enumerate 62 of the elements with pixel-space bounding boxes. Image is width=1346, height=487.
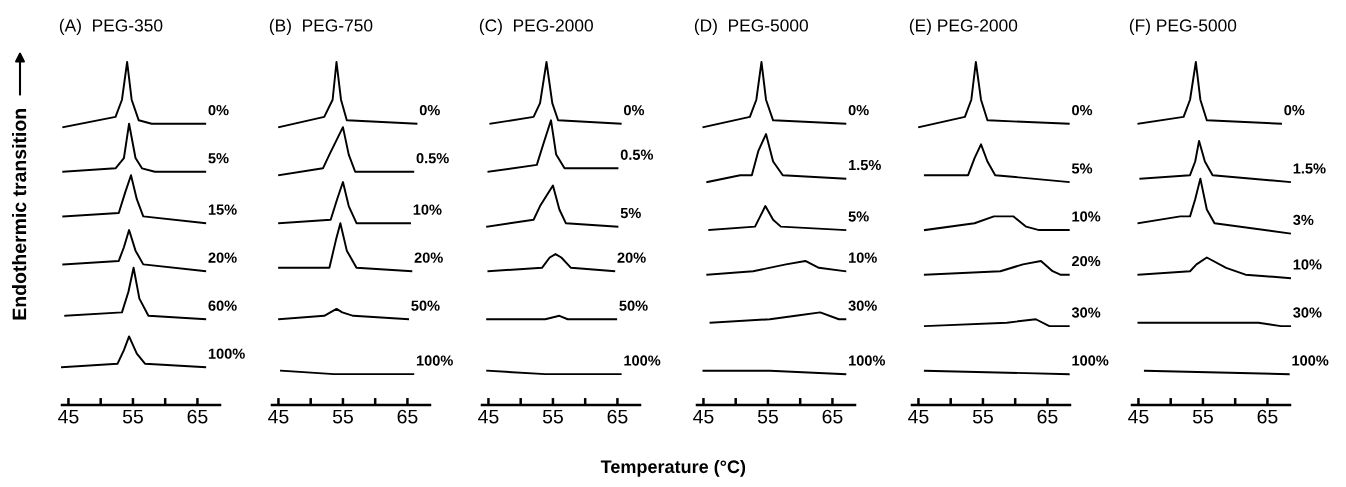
series-label: 1.5% [849, 159, 881, 171]
series-label: 60% [208, 300, 237, 311]
series-label: 5% [848, 211, 869, 222]
x-tick-label: 65 [1257, 409, 1278, 424]
chart-title: (F) PEG-5000 [1129, 18, 1237, 36]
x-tick-label: 65 [397, 409, 418, 424]
x-tick-label: 65 [1037, 409, 1058, 424]
series-label: 0% [208, 104, 229, 116]
series-label: 0% [848, 104, 869, 116]
x-tick-label: 55 [542, 409, 563, 424]
series-label: 30% [848, 300, 877, 311]
series-label: 10% [413, 204, 442, 215]
series-label: 20% [617, 252, 646, 263]
chart-title: (D) PEG-5000 [694, 18, 808, 36]
series-label: 15% [208, 204, 237, 215]
x-tick-label: 55 [1192, 409, 1213, 424]
x-tick-label: 45 [58, 409, 79, 424]
y-axis-title: Endothermic transition [12, 109, 27, 320]
x-tick-label: 65 [822, 409, 843, 424]
chart-title: (C) PEG-2000 [479, 18, 593, 36]
series-label: 5% [620, 207, 641, 219]
series-label: 10% [1293, 259, 1322, 270]
series-label: 3% [1293, 214, 1314, 226]
series-label: 1.5% [1293, 163, 1326, 174]
x-tick-label: 55 [757, 409, 778, 424]
series-label: 100% [1072, 355, 1109, 366]
series-label: 100% [1292, 355, 1329, 366]
chart-title: (B) PEG-750 [269, 18, 373, 36]
x-tick-label: 45 [268, 409, 289, 424]
x-tick-label: 55 [332, 409, 353, 424]
series-label: 0% [624, 104, 645, 116]
x-tick-label: 55 [972, 409, 993, 424]
series-label: 50% [619, 300, 648, 311]
x-tick-label: 45 [478, 409, 499, 424]
series-label: 0.5% [620, 149, 654, 160]
x-tick-label: 65 [187, 409, 208, 424]
series-label: 5% [1071, 163, 1093, 174]
chart-title: (A) PEG-350 [59, 18, 163, 36]
series-label: 100% [624, 355, 661, 366]
x-tick-label: 65 [607, 409, 628, 424]
x-tick-label: 45 [908, 409, 929, 424]
series-label: 100% [849, 355, 886, 366]
series-label: 100% [416, 355, 453, 366]
x-axis-title: Temperature (°C) [600, 459, 746, 477]
series-label: 10% [1072, 211, 1101, 222]
series-label: 20% [1071, 255, 1101, 267]
chart-title: (E) PEG-2000 [909, 18, 1018, 36]
x-tick-label: 55 [122, 409, 143, 424]
x-tick-label: 45 [693, 409, 714, 424]
series-label: 100% [208, 348, 245, 359]
series-label: 20% [414, 252, 443, 263]
series-label: 50% [411, 300, 440, 311]
x-tick-label: 45 [1128, 409, 1149, 424]
series-label: 10% [849, 252, 877, 263]
series-label: 0% [419, 104, 440, 116]
series-label: 0% [1072, 104, 1093, 116]
series-label: 30% [1071, 307, 1101, 318]
series-label: 20% [208, 252, 237, 263]
series-label: 5% [208, 153, 229, 164]
series-label: 0% [1284, 104, 1305, 116]
series-label: 30% [1293, 307, 1322, 318]
series-label: 0.5% [416, 153, 449, 164]
